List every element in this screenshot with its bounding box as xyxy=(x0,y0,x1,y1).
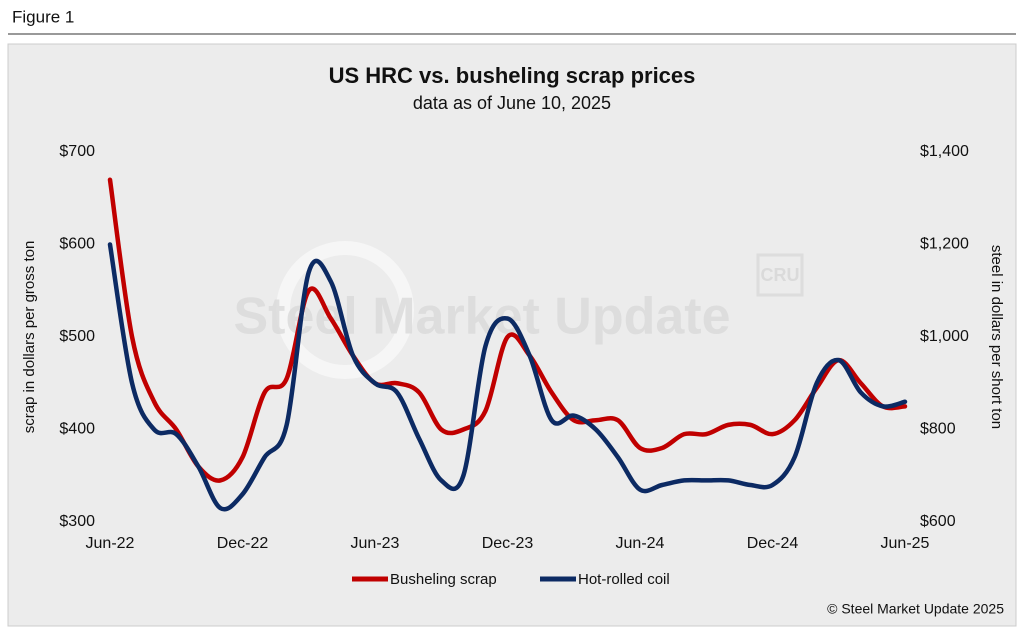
y2-tick-label: $1,200 xyxy=(920,236,969,253)
y2-tick-label: $600 xyxy=(920,513,956,530)
x-tick-label: Dec-23 xyxy=(482,535,534,552)
x-tick-label: Jun-23 xyxy=(351,535,400,552)
figure-label: Figure 1 xyxy=(12,7,74,26)
watermark-circle xyxy=(276,241,414,379)
y-tick-label: $500 xyxy=(59,328,95,345)
series-line xyxy=(107,177,908,483)
y-tick-label: $300 xyxy=(59,513,95,530)
watermark-logo-box xyxy=(756,253,804,297)
watermark-logo: CRU xyxy=(761,265,800,285)
x-tick-label: Jun-25 xyxy=(881,535,930,552)
x-tick-label: Jun-22 xyxy=(86,535,135,552)
y2-tick-label: $800 xyxy=(920,421,956,438)
watermark: Steel Market Update xyxy=(233,288,730,346)
chart-subtitle: data as of June 10, 2025 xyxy=(413,93,611,113)
legend-label: Busheling scrap xyxy=(390,571,497,588)
y-tick-label: $600 xyxy=(59,236,95,253)
y-axis-label: scrap in dollars per gross ton xyxy=(21,241,38,434)
y-tick-label: $700 xyxy=(59,143,95,160)
x-tick-label: Dec-24 xyxy=(747,535,799,552)
y2-tick-label: $1,000 xyxy=(920,328,969,345)
x-tick-label: Jun-24 xyxy=(616,535,665,552)
x-tick-label: Dec-22 xyxy=(217,535,269,552)
y-tick-label: $400 xyxy=(59,421,95,438)
y2-tick-label: $1,400 xyxy=(920,143,969,160)
source: © Steel Market Update 2025 xyxy=(827,601,1004,617)
legend-label: Hot-rolled coil xyxy=(578,571,670,588)
series-line xyxy=(107,242,908,512)
chart-title: US HRC vs. busheling scrap prices xyxy=(329,63,696,88)
y2-axis-label: steel in dollars per short ton xyxy=(988,245,1005,429)
